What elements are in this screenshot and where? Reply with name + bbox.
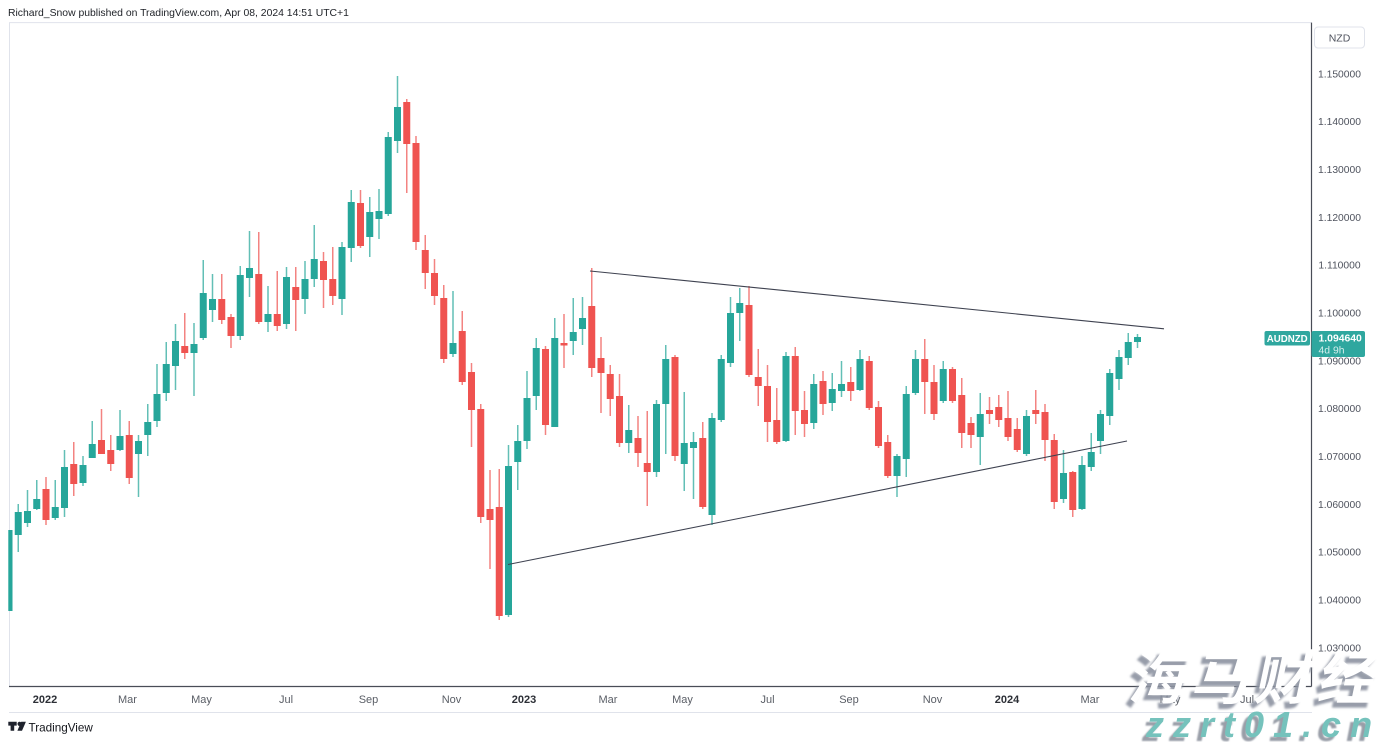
svg-text:Sep: Sep (839, 694, 859, 706)
svg-text:Sep: Sep (359, 694, 379, 706)
svg-text:Jul: Jul (1240, 694, 1254, 706)
svg-text:NZD: NZD (1329, 33, 1351, 45)
svg-text:1.080000: 1.080000 (1318, 404, 1361, 415)
svg-text:2023: 2023 (512, 694, 536, 706)
svg-text:2022: 2022 (33, 694, 57, 706)
svg-text:Mar: Mar (1081, 694, 1100, 706)
svg-text:Mar: Mar (599, 694, 618, 706)
svg-text:Mar: Mar (118, 694, 137, 706)
svg-text:AUDNZD: AUDNZD (1267, 334, 1308, 345)
svg-text:1.100000: 1.100000 (1318, 309, 1361, 320)
svg-text:1.140000: 1.140000 (1318, 117, 1361, 128)
svg-text:1.130000: 1.130000 (1318, 165, 1361, 176)
svg-text:Jul: Jul (279, 694, 293, 706)
svg-text:1.120000: 1.120000 (1318, 213, 1361, 224)
svg-text:1.090000: 1.090000 (1318, 356, 1361, 367)
svg-text:zzrt01.cn: zzrt01.cn (1145, 704, 1377, 742)
svg-text:TradingView: TradingView (29, 722, 94, 735)
svg-text:1.094640: 1.094640 (1319, 334, 1363, 345)
svg-text:May: May (191, 694, 212, 706)
svg-text:1.050000: 1.050000 (1318, 548, 1361, 559)
svg-text:Nov: Nov (442, 694, 462, 706)
svg-text:4d 9h: 4d 9h (1319, 346, 1345, 357)
svg-text:Richard_Snow published on Trad: Richard_Snow published on TradingView.co… (8, 8, 349, 19)
svg-text:1.150000: 1.150000 (1318, 69, 1361, 80)
svg-text:1.030000: 1.030000 (1318, 643, 1361, 654)
svg-text:Jul: Jul (760, 694, 774, 706)
svg-text:1.110000: 1.110000 (1318, 261, 1360, 272)
svg-text:Nov: Nov (923, 694, 943, 706)
svg-text:1.070000: 1.070000 (1318, 452, 1361, 463)
svg-text:May: May (672, 694, 693, 706)
svg-text:2024: 2024 (995, 694, 1020, 706)
svg-text:1.040000: 1.040000 (1318, 596, 1361, 607)
svg-text:1.060000: 1.060000 (1318, 500, 1361, 511)
